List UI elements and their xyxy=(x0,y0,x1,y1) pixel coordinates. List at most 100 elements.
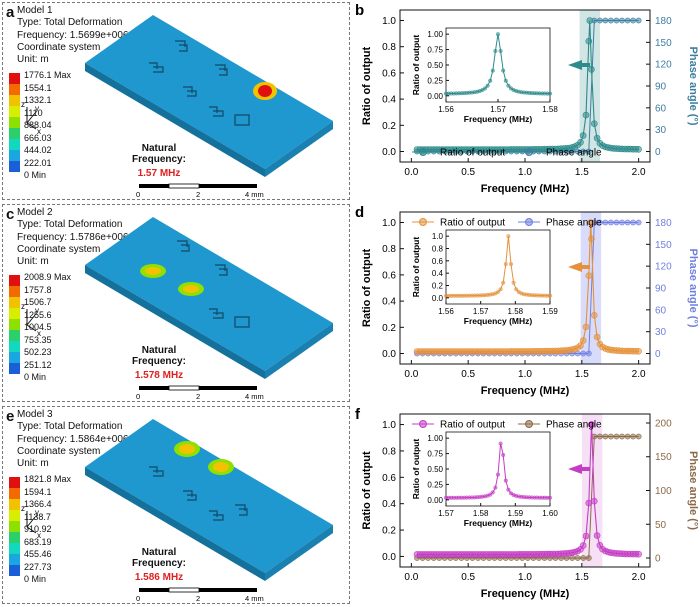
ratio-of-output-point xyxy=(582,111,590,119)
plate-side-face xyxy=(85,265,265,379)
inset-ratio-point xyxy=(503,478,508,483)
ratio-of-output-point xyxy=(582,323,590,331)
inset-ratio-point xyxy=(503,78,508,83)
natural-frequency-label: Natural Frequency: xyxy=(132,345,186,367)
legend-swatch xyxy=(9,297,20,308)
legend-label: 0 Min xyxy=(24,574,47,584)
legend-label: 1366.4 xyxy=(24,499,52,509)
y2-tick-label: 60 xyxy=(655,103,667,114)
fem-model-drawing: z y x 0 2 4 mm xyxy=(21,419,333,603)
y-tick-label: 0.4 xyxy=(382,499,396,510)
ratio-of-output-point xyxy=(577,139,584,146)
inset-y-tick-label: 1.00 xyxy=(427,30,443,39)
coordinate-system-line: Coordinate system xyxy=(17,41,101,53)
natural-frequency-box: Natural Frequency: 1.578 MHz xyxy=(117,345,201,381)
legend-label-phase: Phase angle xyxy=(546,218,602,229)
inset-x-axis-label: Frequency (MHz) xyxy=(464,316,533,326)
inset-ratio-point xyxy=(501,68,506,73)
natural-frequency-box: Natural Frequency: 1.586 MHz xyxy=(117,547,201,583)
color-legend-bar xyxy=(9,275,20,374)
scale-bar-black xyxy=(199,386,257,390)
axis-letter-z: z xyxy=(21,504,25,513)
scale-bar-black xyxy=(139,184,169,188)
phase-angle-point xyxy=(602,17,609,24)
phase-angle-point xyxy=(630,17,636,24)
y-tick-label: 0.6 xyxy=(382,270,396,281)
y-tick-label: 0.4 xyxy=(382,95,396,106)
natural-frequency-value: 1.57 MHz xyxy=(137,168,181,179)
legend-swatch xyxy=(9,488,20,499)
legend-label-ratio: Ratio of output xyxy=(440,218,505,229)
scale-label: 0 xyxy=(136,594,140,603)
legend-label-phase: Phase angle xyxy=(546,420,602,431)
phase-angle-point xyxy=(574,555,581,561)
axis-letter-z: z xyxy=(21,100,25,109)
resonator-cutouts xyxy=(177,240,250,328)
axis-letter-x: x xyxy=(37,329,41,338)
frequency-line: Frequency: 1.5786e+006 Hz xyxy=(17,231,144,243)
axis-letter-x: x xyxy=(37,531,41,540)
y-tick-label: 0.2 xyxy=(382,323,396,334)
scale-bar-black xyxy=(139,386,169,390)
ratio-of-output-point xyxy=(585,272,593,279)
y2-tick-label: 150 xyxy=(655,240,672,251)
axis-letter-y: y xyxy=(35,104,39,113)
phase-angle-point xyxy=(607,433,614,440)
unit-line: Unit: m xyxy=(17,54,49,66)
fem-model-drawing: z y x 0 2 4 mm xyxy=(21,217,333,401)
chart-panel-f: f0.0 0.5 1.0 1.5 2.00.00.20.40.60.81.0050100… xyxy=(355,406,699,600)
phase-angle-point xyxy=(602,219,609,226)
inset-ratio-point xyxy=(501,453,506,458)
legend-label: 502.23 xyxy=(24,347,52,357)
coordinate-triad xyxy=(26,511,37,534)
x-tick-label: 1.5 xyxy=(575,369,589,380)
phase-angle-point xyxy=(630,433,636,440)
legend-marker-ratio xyxy=(419,148,427,156)
legend-swatch xyxy=(9,84,20,95)
simulation-panel-model-2: c Model 2 Type: Total Deformation Freque… xyxy=(2,204,350,402)
inset-x-tick-label: 1.58 xyxy=(508,307,524,316)
legend-label: 1821.8 Max xyxy=(24,474,72,484)
coordinate-system-line: Coordinate system xyxy=(17,445,101,457)
inset-pointer-arrow-icon xyxy=(568,60,590,70)
phase-angle-point xyxy=(607,219,614,226)
inset-frame xyxy=(445,27,551,103)
inset-x-tick-label: 1.56 xyxy=(438,105,454,114)
plate-side-face xyxy=(85,63,265,177)
inset-ratio-point xyxy=(490,490,495,495)
legend-swatch xyxy=(9,532,20,543)
phase-angle-point xyxy=(624,219,631,226)
legend-swatch xyxy=(9,363,20,374)
inset-ratio-point xyxy=(547,91,552,96)
y-axis-label: Ratio of output xyxy=(361,451,373,530)
legend-label: 1776.1 Max xyxy=(24,70,72,80)
legend-label: 1506.7 xyxy=(24,297,52,307)
panel-letter-a: a xyxy=(6,4,15,21)
phase-angle-point xyxy=(580,555,587,561)
y2-axis-label: Phase angle (°) xyxy=(687,47,699,126)
legend-swatch xyxy=(9,521,20,532)
y-tick-label: 0.0 xyxy=(382,349,396,360)
color-legend-bar xyxy=(9,477,20,576)
ratio-of-output-point xyxy=(585,37,593,45)
legend-swatch xyxy=(9,554,20,565)
color-legend-labels: 2008.9 Max 1757.8 1506.7 1255.6 1004.5 7… xyxy=(24,271,71,384)
ratio-of-output-point xyxy=(593,333,601,341)
inset-y-axis-label: Ratio of output xyxy=(411,35,421,96)
legend-swatch xyxy=(9,352,20,363)
legend-swatch xyxy=(9,565,20,576)
ratio-of-output-point xyxy=(579,132,587,139)
y-tick-label: 1.0 xyxy=(382,420,396,431)
inset-y-tick-label: 0.00 xyxy=(427,92,443,101)
ratio-of-output-point xyxy=(591,312,598,319)
panel-letter: d xyxy=(355,204,364,221)
phase-angle-point xyxy=(574,148,581,155)
phase-angle-point xyxy=(613,219,620,226)
phase-angle-point xyxy=(580,148,587,155)
ratio-of-output-point xyxy=(591,497,598,505)
type-line: Type: Total Deformation xyxy=(17,421,123,433)
x-tick-label: 0.5 xyxy=(461,572,475,583)
plate-front-face xyxy=(265,525,333,581)
model-title: Model 3 xyxy=(17,409,53,420)
inset-y-tick-label: 0.50 xyxy=(427,465,443,474)
